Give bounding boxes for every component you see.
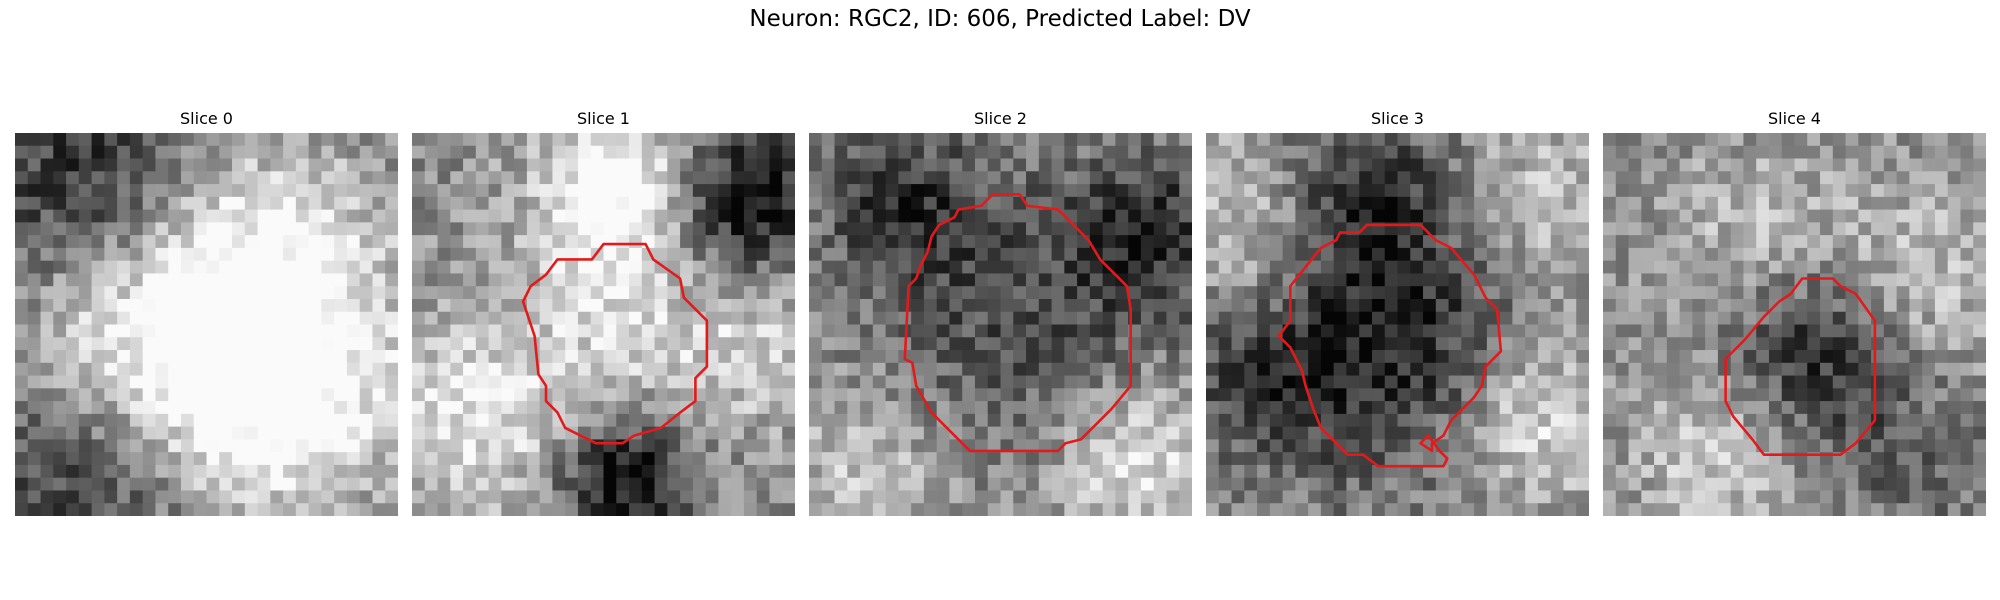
slice-panel: Slice 0 (15, 108, 398, 516)
slice-image (1206, 133, 1589, 516)
slice-image (809, 133, 1192, 516)
slice-image (15, 133, 398, 516)
slice-image (412, 133, 795, 516)
slice-title: Slice 0 (180, 109, 233, 128)
slice-panel: Slice 2 (809, 108, 1192, 516)
slice-panel: Slice 4 (1603, 108, 1986, 516)
segmentation-contour (1724, 277, 1877, 457)
slice-title: Slice 3 (1371, 109, 1424, 128)
slice-panel: Slice 3 (1206, 108, 1589, 516)
slice-image (1603, 133, 1986, 516)
slice-title: Slice 1 (577, 109, 630, 128)
slice-title: Slice 2 (974, 109, 1027, 128)
slice-title: Slice 4 (1768, 109, 1821, 128)
slice-panel: Slice 1 (412, 108, 795, 516)
segmentation-contour (903, 192, 1133, 453)
figure-title: Neuron: RGC2, ID: 606, Predicted Label: … (749, 6, 1251, 32)
segmentation-contour (1277, 223, 1503, 468)
segmentation-contour (521, 242, 709, 445)
